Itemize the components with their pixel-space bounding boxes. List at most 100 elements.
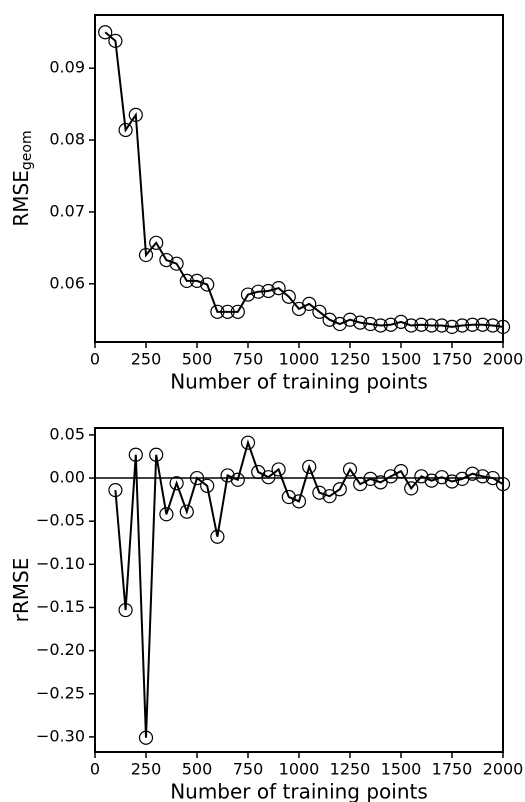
y-tick-label: 0.00	[49, 468, 85, 487]
y-tick-label: 0.05	[49, 424, 85, 443]
marker	[393, 314, 409, 329]
y-axis-label-main: rRMSE	[9, 558, 33, 623]
marker	[353, 315, 368, 330]
x-tick-label: 1000	[279, 760, 320, 779]
x-tick-label: 2000	[483, 760, 524, 779]
marker	[128, 447, 143, 462]
marker	[332, 482, 347, 497]
marker	[475, 469, 490, 484]
x-tick-label: 750	[233, 350, 264, 369]
y-tick-label: 0.06	[49, 273, 85, 292]
marker	[404, 481, 419, 496]
marker	[149, 235, 164, 250]
marker	[179, 504, 194, 519]
data-line	[104, 31, 504, 328]
marker	[383, 317, 398, 332]
marker	[169, 256, 184, 271]
marker	[169, 476, 184, 491]
marker	[312, 485, 327, 500]
marker	[108, 33, 123, 48]
plot-frame	[94, 427, 504, 753]
marker	[281, 489, 296, 505]
x-tick-label: 1250	[330, 760, 371, 779]
marker	[342, 312, 358, 327]
x-tick-label: 0	[90, 760, 100, 779]
marker	[210, 529, 225, 544]
marker	[98, 25, 113, 40]
x-tick-label: 2000	[483, 350, 524, 369]
marker	[434, 318, 449, 333]
marker	[251, 284, 266, 299]
marker	[414, 317, 429, 332]
x-tick-label: 250	[131, 760, 162, 779]
marker	[138, 730, 154, 745]
marker	[271, 280, 286, 296]
marker	[393, 464, 409, 479]
y-axis-label: RMSEgeom	[9, 130, 36, 226]
marker	[302, 296, 317, 312]
y-axis-label-sub: geom	[19, 130, 35, 170]
x-tick-label: 1250	[330, 350, 371, 369]
x-tick-label: 250	[131, 350, 162, 369]
marker	[108, 483, 123, 498]
marker	[281, 289, 296, 304]
marker	[240, 287, 256, 302]
marker	[485, 318, 500, 333]
marker	[465, 466, 480, 481]
marker	[220, 468, 235, 483]
y-tick-label: 0.07	[49, 201, 85, 220]
marker	[189, 470, 205, 486]
marker	[434, 470, 449, 485]
y-tick-label: −0.15	[36, 597, 85, 616]
x-tick-label: 1750	[432, 350, 473, 369]
x-tick-label: 0	[90, 350, 100, 369]
x-tick-label: 1500	[381, 350, 422, 369]
marker	[271, 462, 286, 477]
marker	[322, 312, 337, 327]
y-tick-label: −0.20	[36, 640, 85, 659]
marker	[210, 304, 225, 319]
marker	[138, 247, 154, 263]
marker	[291, 494, 307, 509]
x-axis-label: Number of training points	[170, 370, 428, 394]
marker	[414, 469, 429, 484]
marker	[149, 447, 164, 462]
data-line	[114, 439, 504, 738]
marker	[373, 318, 388, 333]
x-tick-label: 1000	[279, 350, 320, 369]
x-tick-label: 750	[233, 760, 264, 779]
marker	[312, 304, 327, 319]
y-axis-label: rRMSE	[9, 558, 33, 623]
x-tick-label: 500	[182, 350, 213, 369]
x-axis-label: Number of training points	[170, 780, 428, 802]
y-tick-label: −0.10	[36, 554, 85, 573]
y-tick-label: −0.30	[36, 726, 85, 745]
marker	[118, 602, 133, 618]
marker	[159, 252, 174, 268]
marker	[128, 107, 143, 122]
x-tick-label: 1750	[432, 760, 473, 779]
y-axis-label-main: RMSE	[9, 170, 33, 226]
marker	[240, 435, 256, 450]
y-tick-label: −0.05	[36, 511, 85, 530]
marker	[424, 473, 439, 488]
marker	[363, 471, 378, 487]
marker	[444, 474, 460, 489]
y-tick-label: 0.09	[49, 58, 85, 77]
marker	[302, 459, 317, 474]
marker	[230, 472, 245, 487]
marker	[200, 277, 215, 292]
marker	[200, 478, 215, 493]
marker	[424, 318, 439, 333]
marker	[455, 318, 470, 333]
marker	[475, 317, 490, 332]
marker	[363, 316, 378, 332]
marker	[179, 273, 194, 289]
x-tick-label: 1500	[381, 760, 422, 779]
marker	[261, 283, 276, 299]
marker	[322, 489, 337, 504]
marker	[404, 318, 419, 333]
x-tick-label: 500	[182, 760, 213, 779]
marker	[159, 507, 174, 522]
